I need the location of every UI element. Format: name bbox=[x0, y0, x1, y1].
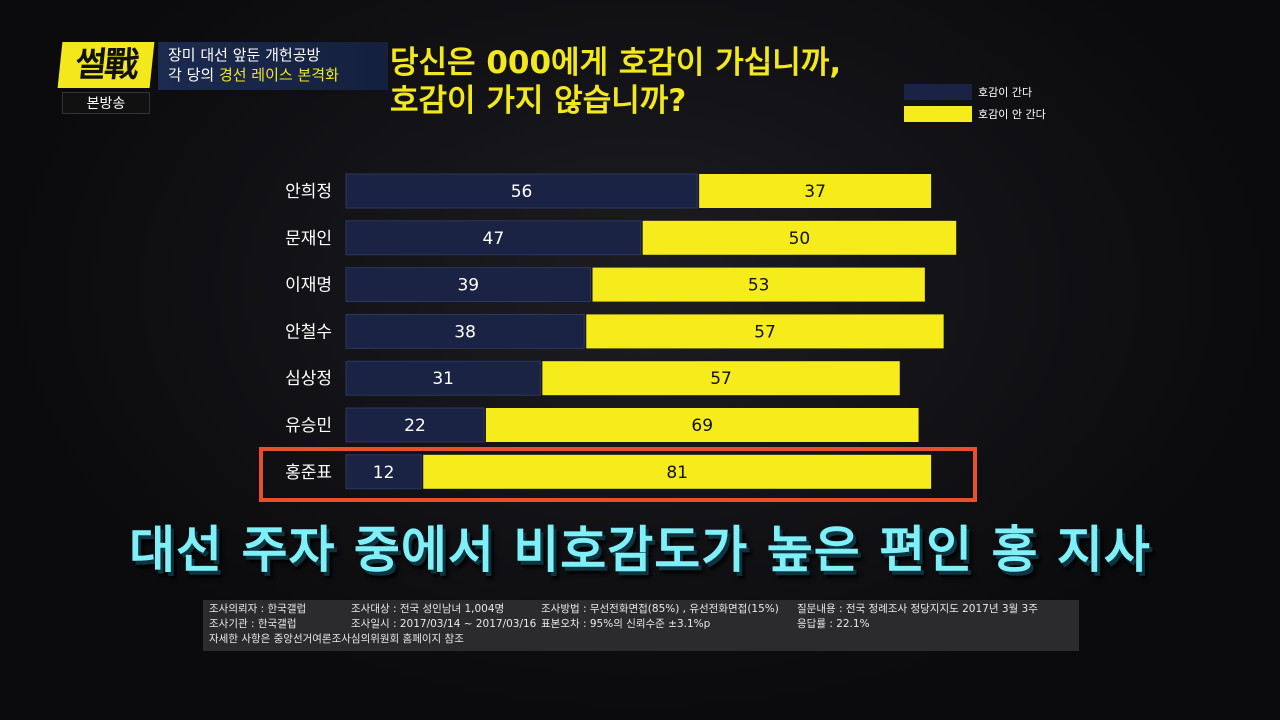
legend-swatch-unfavorable bbox=[904, 106, 972, 122]
footnote-row-3: 자세한 사항은 중앙선거여론조사심의위원회 홈페이지 참조 bbox=[209, 632, 1073, 647]
value-label-unfavorable: 69 bbox=[691, 416, 713, 436]
bar-unfavorable bbox=[542, 361, 900, 396]
value-label-unfavorable: 57 bbox=[710, 369, 732, 389]
subtitle-caption: 대선 주자 중에서 비호감도가 높은 편인 홍 지사 bbox=[129, 521, 1151, 579]
value-label-unfavorable: 37 bbox=[804, 182, 826, 202]
legend-swatch-favorable bbox=[904, 84, 972, 100]
bar-favorable bbox=[345, 220, 642, 256]
chart-title: 당신은 000에게 호감이 가십니까, 호감이 가지 않습니까? bbox=[390, 44, 841, 120]
legend-item-favorable: 호감이 간다 bbox=[904, 82, 1046, 102]
category-label: 안희정 bbox=[285, 182, 332, 202]
bar-favorable bbox=[345, 454, 422, 490]
chart-legend: 호감이 간다 호감이 안 간다 bbox=[904, 82, 1046, 126]
topic-line-1: 장미 대선 앞둔 개헌공방 bbox=[168, 46, 321, 64]
bar-favorable bbox=[345, 360, 541, 396]
topic-highlight: 경선 레이스 본격화 bbox=[218, 66, 339, 84]
value-label-unfavorable: 81 bbox=[666, 463, 688, 483]
bar-unfavorable bbox=[423, 454, 932, 489]
footnote-row-1: 조사의뢰자 : 한국갤럽 조사대상 : 전국 성인남녀 1,004명 조사방법 … bbox=[209, 602, 1073, 617]
category-label: 이재명 bbox=[285, 276, 332, 296]
footnote-row-2: 조사기관 : 한국갤럽 조사일시 : 2017/03/14 ~ 2017/03/… bbox=[209, 617, 1073, 632]
footnote-margin: 표본오차 : 95%의 신뢰수준 ±3.1%p bbox=[541, 618, 711, 630]
bar-unfavorable bbox=[699, 174, 932, 208]
value-label-favorable: 39 bbox=[457, 276, 479, 296]
bar-favorable bbox=[345, 267, 592, 303]
bar-favorable bbox=[345, 173, 698, 209]
value-label-unfavorable: 53 bbox=[748, 276, 770, 296]
highlight-box bbox=[259, 447, 977, 502]
value-label-favorable: 56 bbox=[511, 182, 533, 202]
legend-label-unfavorable: 호감이 안 간다 bbox=[978, 108, 1046, 121]
category-label: 홍준표 bbox=[285, 463, 332, 483]
bar-favorable bbox=[345, 313, 585, 349]
program-logo-subtitle: 본방송 bbox=[62, 92, 150, 114]
footnote-dates: 조사일시 : 2017/03/14 ~ 2017/03/16 bbox=[351, 618, 537, 630]
footnote-target: 조사대상 : 전국 성인남녀 1,004명 bbox=[351, 603, 505, 615]
bar-favorable bbox=[345, 407, 485, 443]
category-label: 유승민 bbox=[285, 416, 332, 436]
bar-unfavorable bbox=[485, 408, 919, 442]
value-label-favorable: 47 bbox=[483, 229, 505, 249]
legend-label-favorable: 호감이 간다 bbox=[978, 86, 1033, 99]
footnote-requester: 조사의뢰자 : 한국갤럽 bbox=[209, 603, 307, 615]
legend-item-unfavorable: 호감이 안 간다 bbox=[904, 104, 1046, 124]
footnote-response-rate: 응답률 : 22.1% bbox=[797, 618, 870, 630]
chart-title-line-2: 호감이 가지 않습니까? bbox=[390, 83, 687, 119]
value-label-favorable: 31 bbox=[432, 369, 454, 389]
topic-line-2: 각 당의 경선 레이스 본격화 bbox=[168, 66, 339, 84]
footnote-note: 자세한 사항은 중앙선거여론조사심의위원회 홈페이지 참조 bbox=[209, 633, 464, 645]
chart-title-line-1: 당신은 000에게 호감이 가십니까, bbox=[390, 45, 842, 81]
topic-banner: 장미 대선 앞둔 개헌공방 각 당의 경선 레이스 본격화 bbox=[158, 42, 388, 90]
value-label-favorable: 22 bbox=[404, 416, 426, 436]
value-label-favorable: 38 bbox=[454, 322, 476, 342]
category-label: 문재인 bbox=[285, 229, 332, 249]
value-label-favorable: 12 bbox=[373, 463, 395, 483]
value-label-unfavorable: 50 bbox=[789, 229, 811, 249]
footnote-question: 질문내용 : 전국 정례조사 정당지지도 2017년 3월 3주 bbox=[797, 603, 1038, 615]
value-label-unfavorable: 57 bbox=[754, 322, 776, 342]
survey-footnote: 조사의뢰자 : 한국갤럽 조사대상 : 전국 성인남녀 1,004명 조사방법 … bbox=[203, 600, 1079, 651]
category-label: 심상정 bbox=[285, 369, 332, 389]
bar-unfavorable bbox=[642, 220, 957, 255]
footnote-agency: 조사기관 : 한국갤럽 bbox=[209, 618, 297, 630]
bar-unfavorable bbox=[592, 267, 925, 302]
footnote-method: 조사방법 : 무선전화면접(85%) , 유선전화면접(15%) bbox=[541, 603, 779, 615]
bar-unfavorable bbox=[586, 314, 944, 349]
category-label: 안철수 bbox=[285, 322, 332, 342]
